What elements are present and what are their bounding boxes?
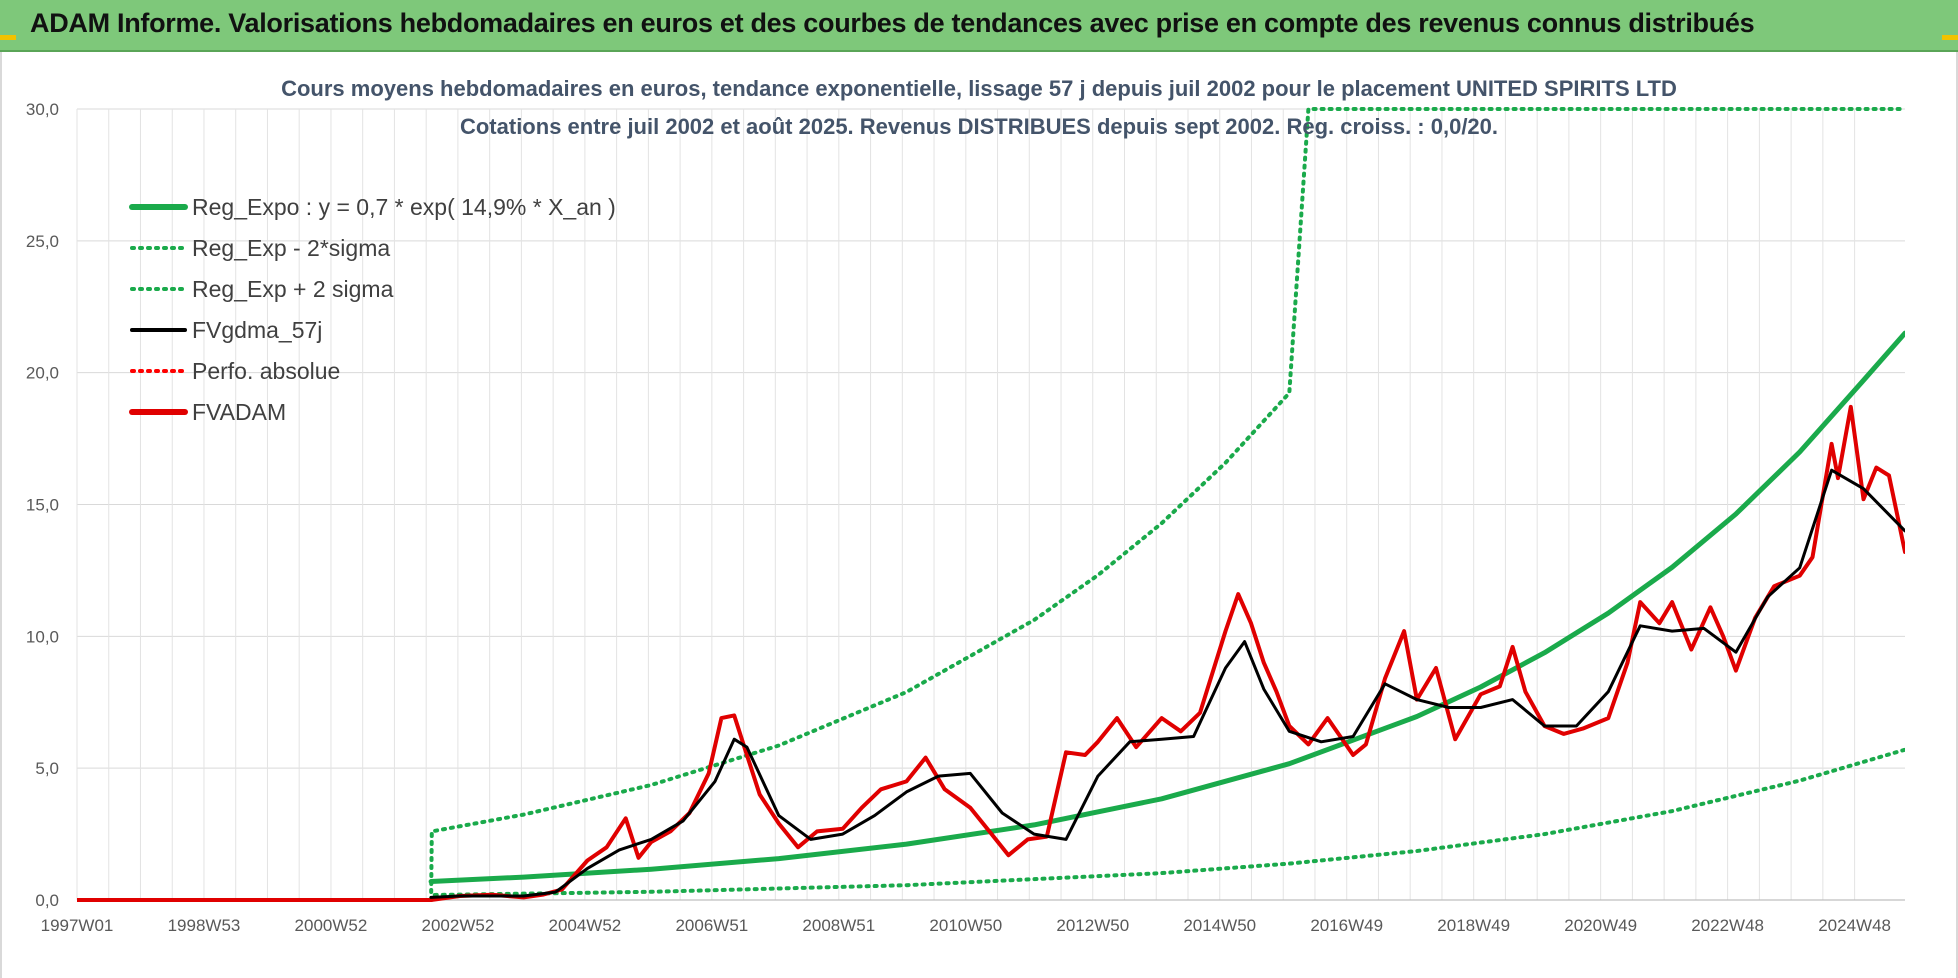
y-tick-label: 30,0 [26, 100, 59, 119]
legend-label: Reg_Exp - 2*sigma [192, 235, 390, 261]
line-chart: 0,0 5,0 10,0 15,0 20,0 25,0 30,0 1997W01 1998W53… [26, 76, 1905, 935]
x-tick-label: 2012W50 [1056, 916, 1129, 935]
chart-subtitle: Cotations entre juil 2002 et août 2025. … [460, 114, 1498, 139]
series-line [429, 107, 1905, 902]
legend-label: Reg_Exp + 2 sigma [192, 276, 394, 302]
y-tick-label: 10,0 [26, 627, 59, 646]
series-line [429, 468, 1905, 899]
legend-label: FVADAM [192, 399, 286, 425]
x-tick-label: 2020W49 [1564, 916, 1637, 935]
x-tick-label: 2002W52 [422, 916, 495, 935]
x-tick-label: 2010W50 [929, 916, 1002, 935]
y-tick-label: 0,0 [35, 891, 59, 910]
x-tick-label: 2006W51 [675, 916, 748, 935]
axes: 0,0 5,0 10,0 15,0 20,0 25,0 30,0 1997W01 1998W53… [26, 100, 1905, 935]
series-line [428, 330, 1905, 884]
y-tick-label: 5,0 [35, 759, 59, 778]
report-banner: ADAM Informe. Valorisations hebdomadaire… [0, 0, 1958, 52]
y-tick-label: 25,0 [26, 232, 59, 251]
gridlines [76, 108, 1905, 901]
x-tick-label: 2000W52 [295, 916, 368, 935]
legend: Reg_Expo : y = 0,7 * exp( 14,9% * X_an )… [129, 194, 616, 425]
x-tick-label: 1997W01 [41, 916, 114, 935]
x-tick-label: 2008W51 [802, 916, 875, 935]
corner-mark-left [0, 35, 16, 40]
legend-label: FVgdma_57j [192, 317, 322, 343]
chart-area: 0,0 5,0 10,0 15,0 20,0 25,0 30,0 1997W01 1998W53… [0, 52, 1958, 978]
x-tick-label: 2004W52 [548, 916, 621, 935]
x-tick-label: 2018W49 [1437, 916, 1510, 935]
chart-title: Cours moyens hebdomadaires en euros, ten… [281, 76, 1677, 101]
series-line [429, 747, 1905, 902]
series-line [77, 404, 1905, 902]
y-tick-label: 15,0 [26, 496, 59, 515]
series-group [77, 107, 1905, 902]
legend-label: Perfo. absolue [192, 358, 340, 384]
report-title: ADAM Informe. Valorisations hebdomadaire… [30, 8, 1755, 38]
legend-label: Reg_Expo : y = 0,7 * exp( 14,9% * X_an ) [192, 194, 616, 220]
x-tick-label: 2014W50 [1183, 916, 1256, 935]
x-tick-label: 2022W48 [1691, 916, 1764, 935]
x-tick-label: 2024W48 [1818, 916, 1891, 935]
y-tick-label: 20,0 [26, 364, 59, 383]
x-tick-label: 1998W53 [168, 916, 241, 935]
x-tick-label: 2016W49 [1310, 916, 1383, 935]
corner-mark-right [1942, 35, 1958, 40]
